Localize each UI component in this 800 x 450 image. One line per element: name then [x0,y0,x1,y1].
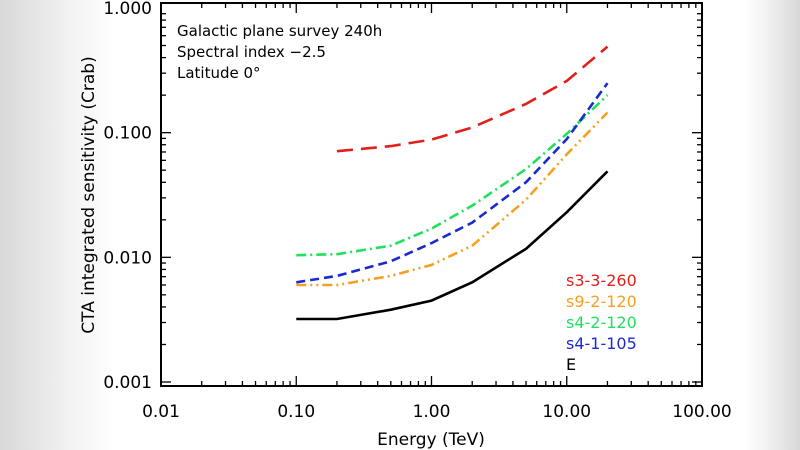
legend-entry-s4-1-105: s4-1-105 [566,334,637,353]
y-tick-label: 0.001 [103,373,152,393]
series-line-s4-1-105 [296,82,609,284]
annotation-spectral-index: Spectral index −2.5 [177,43,326,61]
legend: s3-3-260 s9-2-120 s4-2-120 s4-1-105 E [566,271,637,374]
plot-frame [160,2,703,387]
y-tick-labels: 0.001 0.010 0.100 1.000 [103,0,152,393]
x-tick-label: 0.01 [142,402,180,422]
series-line-E [296,170,609,321]
right-background-fade [744,0,800,450]
y-tick-label: 0.100 [103,124,152,144]
legend-entry-E: E [566,355,576,374]
x-axis-label: Energy (TeV) [377,430,485,450]
annotation-latitude: Latitude 0° [177,64,261,82]
y-tick-label: 0.010 [103,248,152,268]
y-axis-label: CTA integrated sensitivity (Crab) [79,56,99,333]
x-tick-label: 10.00 [542,402,591,422]
x-tick-label: 0.10 [277,402,315,422]
x-tick-label: 1.00 [413,402,451,422]
legend-entry-s3-3-260: s3-3-260 [566,271,637,290]
legend-entry-s4-2-120: s4-2-120 [566,313,637,332]
annotation-survey: Galactic plane survey 240h [177,22,382,40]
x-tick-labels: 0.01 0.10 1.00 10.00 100.00 [142,402,732,422]
series-line-s3-3-260 [336,45,609,153]
x-tick-label: 100.00 [672,402,731,422]
left-background-fade [0,0,116,450]
series-line-s9-2-120 [296,111,609,287]
series-lines [296,45,609,321]
series-line-s4-2-120 [296,94,609,257]
y-tick-label: 1.000 [103,0,152,19]
legend-entry-s9-2-120: s9-2-120 [566,292,637,311]
